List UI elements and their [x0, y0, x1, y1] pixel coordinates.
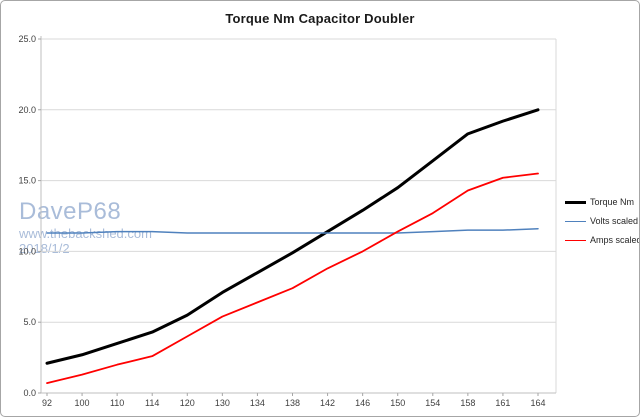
x-axis-label: 134 [250, 398, 265, 408]
x-axis-label: 92 [42, 398, 52, 408]
legend: Torque Nm Volts scaled Amps scaled [565, 197, 640, 245]
legend-label: Torque Nm [590, 197, 635, 207]
legend-item-torque-nm: Torque Nm [565, 197, 639, 207]
x-axis-label: 164 [530, 398, 545, 408]
y-axis-label: 5.0 [23, 317, 36, 327]
x-axis-label: 142 [320, 398, 335, 408]
y-axis-label: 10.0 [18, 246, 36, 256]
legend-line-swatch [565, 200, 586, 204]
y-axis-label: 25.0 [18, 34, 36, 44]
legend-line-swatch [565, 220, 586, 222]
legend-label: Volts scaled [590, 216, 639, 226]
y-axis-label: 20.0 [18, 105, 36, 115]
y-axis-label: 15.0 [18, 176, 36, 186]
x-axis-label: 110 [110, 398, 124, 408]
chart-title: Torque Nm Capacitor Doubler [225, 11, 415, 26]
x-axis-label: 161 [495, 398, 510, 408]
series-line-volts-scaled [46, 227, 539, 234]
x-axis-label: 138 [285, 398, 300, 408]
legend-label: Amps scaled [590, 235, 640, 245]
x-axis-label: 120 [180, 398, 195, 408]
legend-line-swatch [565, 239, 586, 241]
x-axis-label: 100 [75, 398, 90, 408]
x-axis-label: 158 [460, 398, 475, 408]
x-axis-label: 130 [215, 398, 230, 408]
legend-item-volts-scaled: Volts scaled [565, 216, 639, 226]
x-axis-label: 114 [145, 398, 159, 408]
series-line-amps-scaled [46, 172, 539, 384]
x-axis-label: 150 [390, 398, 405, 408]
y-axis-label: 0.0 [23, 388, 36, 398]
series-line-torque-nm [45, 108, 540, 365]
legend-item-amps-scaled: Amps scaled [565, 235, 640, 245]
x-axis-label: 146 [355, 398, 370, 408]
x-axis-label: 154 [425, 398, 440, 408]
